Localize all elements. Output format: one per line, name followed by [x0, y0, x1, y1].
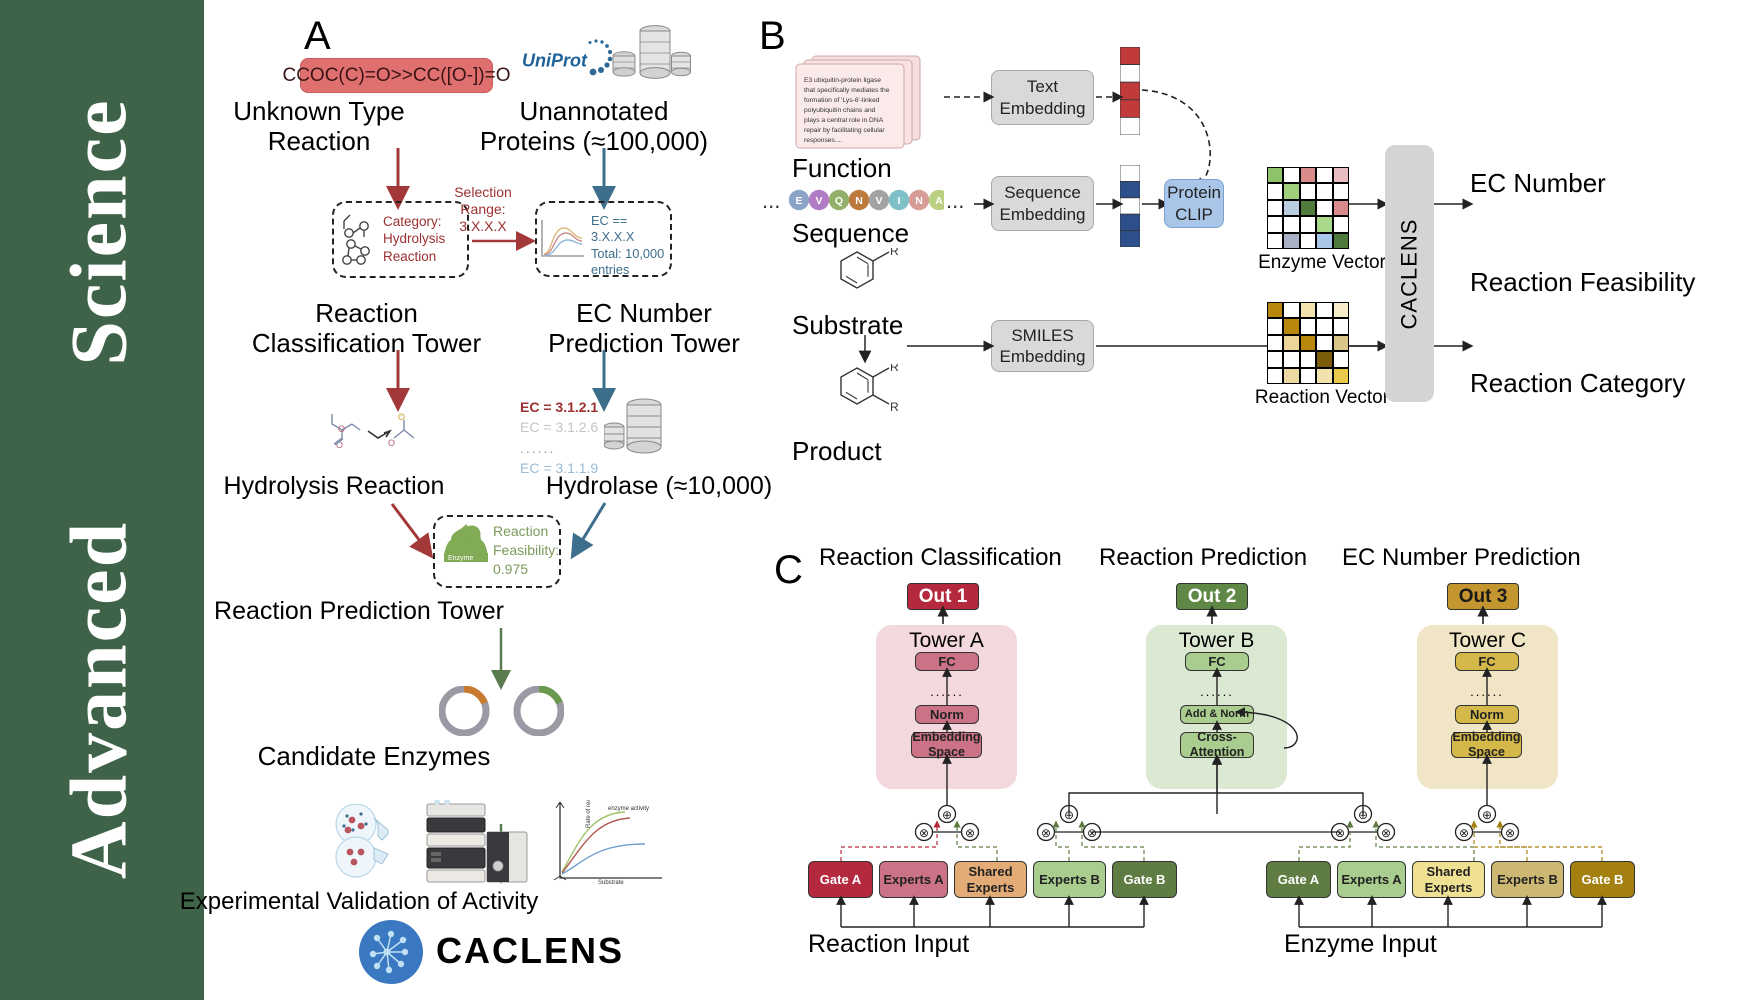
svg-text:enzyme activity: enzyme activity [608, 806, 649, 812]
svg-text:Rate of reaction: Rate of reaction [586, 800, 592, 828]
svg-text:Substrate: Substrate [598, 880, 624, 886]
